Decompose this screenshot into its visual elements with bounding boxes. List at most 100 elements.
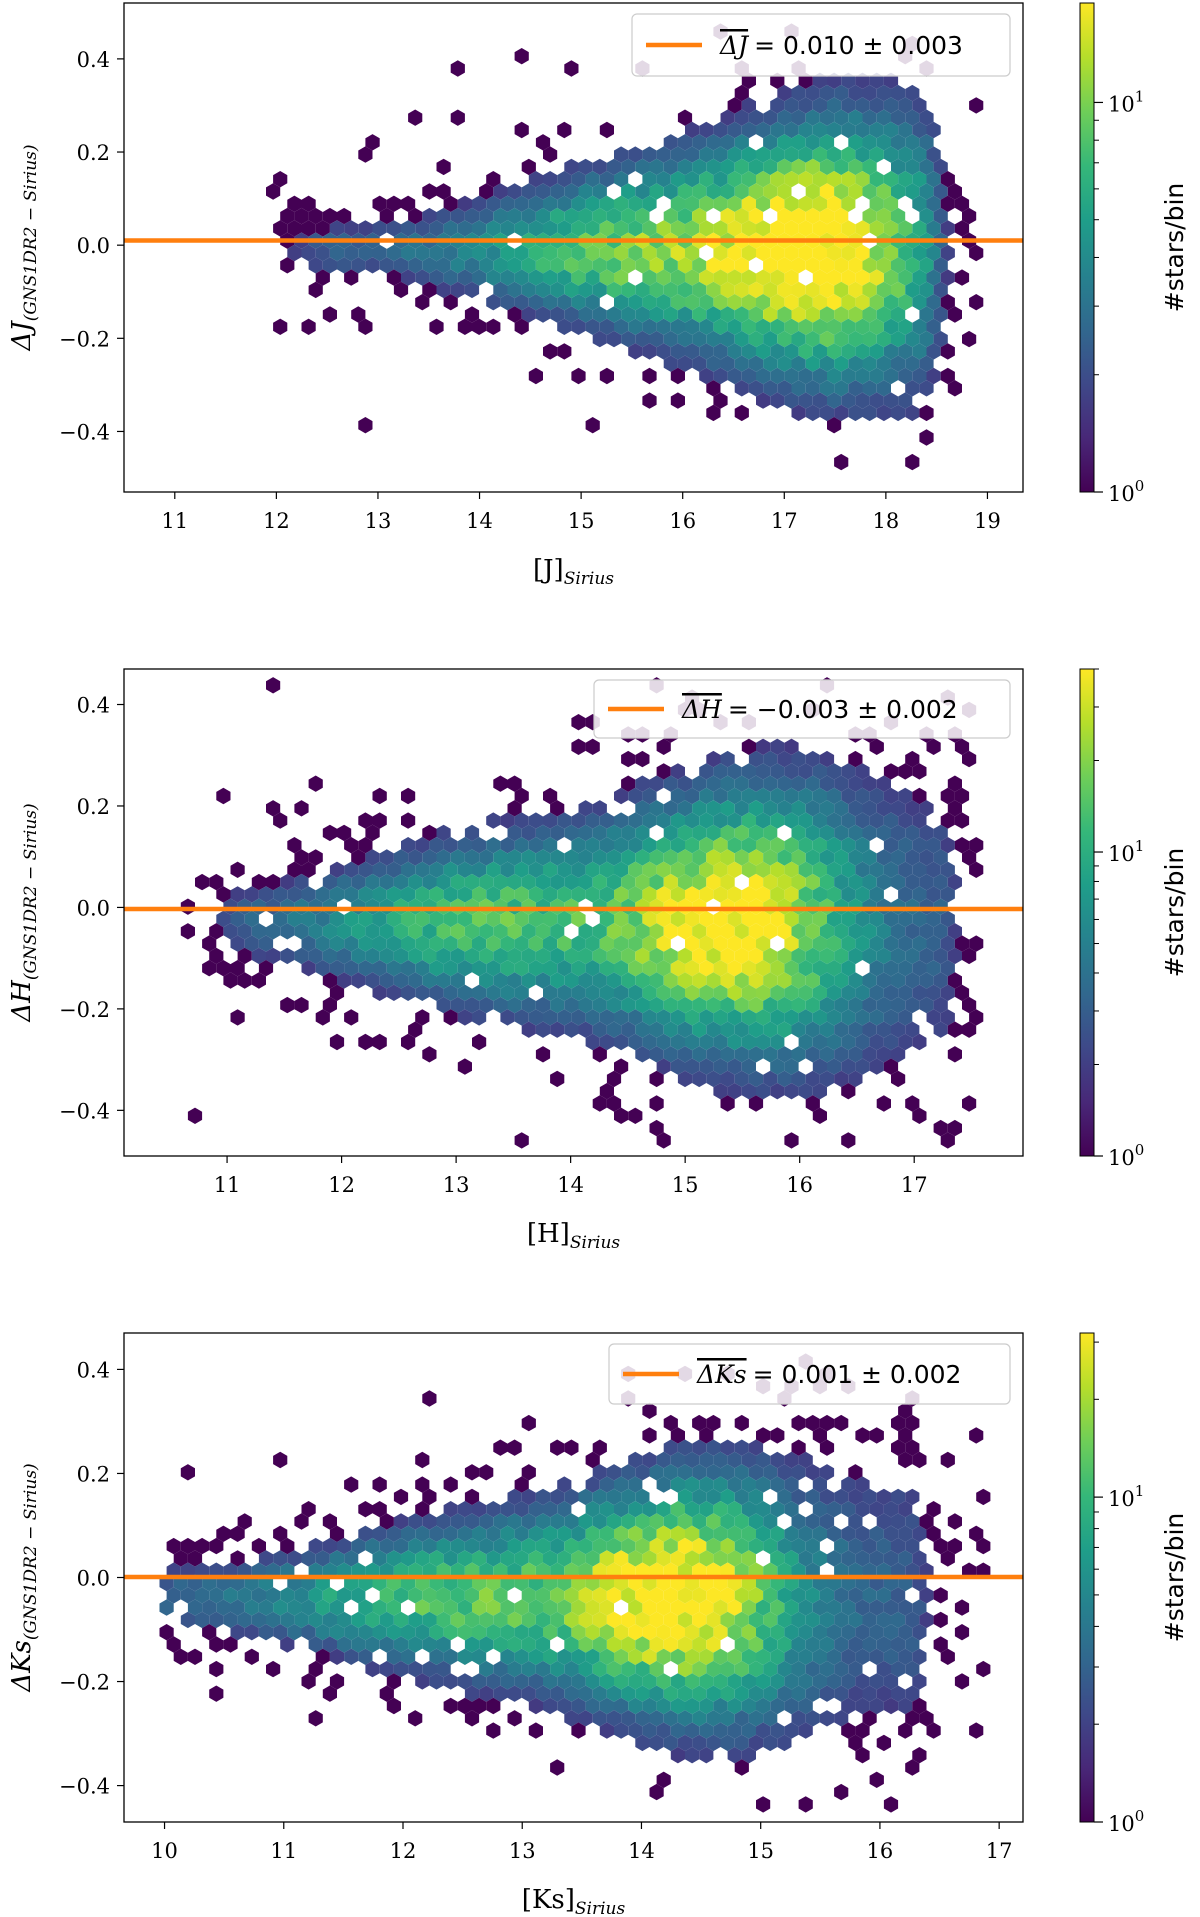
hex-bin bbox=[727, 294, 742, 311]
hex-bin bbox=[585, 1476, 600, 1493]
hex-bin bbox=[585, 935, 600, 952]
hex-bin bbox=[720, 183, 735, 200]
hex-bin bbox=[415, 886, 430, 903]
hex-bin bbox=[415, 935, 430, 952]
hex-bin bbox=[770, 787, 785, 805]
hex-bin bbox=[486, 1624, 501, 1641]
hex-bin bbox=[315, 960, 330, 977]
hex-bin bbox=[670, 960, 685, 977]
hex-bin bbox=[301, 318, 316, 335]
hex-bin bbox=[713, 294, 728, 311]
hex-bin bbox=[528, 960, 543, 977]
hex-bin bbox=[763, 923, 778, 940]
hex-bin bbox=[628, 1451, 643, 1469]
hex-bin bbox=[585, 1624, 600, 1641]
hex-bin bbox=[891, 1021, 906, 1038]
hex-bin bbox=[685, 960, 700, 977]
hex-bin bbox=[827, 910, 842, 928]
hex-bin bbox=[720, 1587, 735, 1604]
hex-bin bbox=[791, 1070, 806, 1088]
hex-bin bbox=[919, 824, 934, 842]
hex-bin bbox=[422, 972, 437, 989]
hex-bin bbox=[763, 330, 778, 348]
hex-bin bbox=[344, 1648, 359, 1665]
hex-bin bbox=[266, 1660, 281, 1678]
hex-bin bbox=[365, 947, 380, 965]
hex-bin bbox=[720, 750, 735, 768]
hex-bin bbox=[443, 935, 458, 952]
hex-bin bbox=[429, 1550, 444, 1567]
hex-bin bbox=[706, 1537, 721, 1555]
x-tick-label: 15 bbox=[747, 1839, 774, 1863]
hex-bin bbox=[819, 996, 835, 1014]
hex-bin bbox=[415, 220, 430, 237]
hex-bin bbox=[635, 1660, 650, 1678]
hex-bin bbox=[798, 1550, 813, 1567]
hex-bin bbox=[472, 1648, 487, 1665]
hex-bin bbox=[926, 1525, 941, 1542]
hex-bin bbox=[528, 861, 543, 878]
hex-bin bbox=[443, 1599, 458, 1616]
hex-bin bbox=[450, 257, 465, 274]
hex-bin bbox=[585, 294, 600, 311]
hex-bin bbox=[642, 146, 657, 163]
hex-bin bbox=[876, 996, 891, 1014]
hex-bin bbox=[677, 1488, 693, 1506]
hex-bin bbox=[663, 849, 678, 866]
hex-bin bbox=[699, 146, 714, 163]
hex-bin bbox=[947, 923, 962, 940]
hex-bin bbox=[543, 294, 558, 311]
hex-bin bbox=[798, 1083, 813, 1100]
hex-bin bbox=[521, 306, 536, 323]
hex-bin bbox=[827, 787, 842, 805]
hex-bin bbox=[301, 1673, 316, 1690]
hex-bin bbox=[841, 984, 856, 1001]
hex-bin bbox=[401, 837, 416, 854]
hex-bin bbox=[621, 996, 636, 1014]
hex-bin bbox=[649, 1464, 664, 1481]
hex-bin bbox=[883, 861, 899, 878]
hex-bin bbox=[876, 207, 891, 225]
hex-bin bbox=[891, 1587, 906, 1604]
hex-bin bbox=[685, 121, 700, 139]
hex-bin bbox=[443, 1673, 458, 1690]
hex-bin bbox=[770, 269, 785, 286]
hex-bin bbox=[812, 318, 827, 335]
hex-bin bbox=[180, 1464, 195, 1481]
hex-bin bbox=[642, 1599, 657, 1616]
hex-bin bbox=[663, 923, 678, 940]
hex-bin bbox=[685, 837, 700, 854]
hex-bin bbox=[805, 1021, 820, 1038]
hex-bin bbox=[429, 269, 444, 286]
hex-bin bbox=[614, 910, 629, 928]
hex-bin bbox=[891, 281, 906, 299]
hex-bin bbox=[379, 849, 394, 866]
hex-bin bbox=[329, 1525, 345, 1542]
hex-bin bbox=[649, 1783, 664, 1801]
hex-bin bbox=[557, 984, 572, 1001]
hex-bin bbox=[521, 923, 536, 940]
hex-bin bbox=[280, 207, 295, 225]
hex-bin bbox=[443, 269, 458, 286]
hex-bin bbox=[621, 1464, 636, 1481]
hex-bin bbox=[905, 1414, 920, 1432]
hex-bin bbox=[805, 996, 820, 1014]
hex-bin bbox=[543, 1673, 558, 1690]
hex-bin bbox=[905, 1021, 920, 1038]
hex-bin bbox=[457, 984, 472, 1001]
hex-bin bbox=[670, 984, 685, 1001]
hex-bin bbox=[237, 972, 252, 989]
hex-bin bbox=[635, 1611, 650, 1629]
hex-bin bbox=[521, 183, 536, 200]
hex-bin bbox=[386, 960, 401, 977]
hex-bin bbox=[713, 367, 728, 385]
hex-bin bbox=[748, 1734, 764, 1752]
hex-bin bbox=[827, 1525, 842, 1542]
hex-bin bbox=[251, 1537, 266, 1555]
hex-bin bbox=[656, 1673, 671, 1690]
hex-bin bbox=[635, 1734, 650, 1752]
hex-bin bbox=[273, 812, 288, 829]
hex-bin bbox=[834, 183, 849, 200]
hex-bin bbox=[621, 1710, 636, 1727]
hex-bin bbox=[280, 1587, 295, 1604]
